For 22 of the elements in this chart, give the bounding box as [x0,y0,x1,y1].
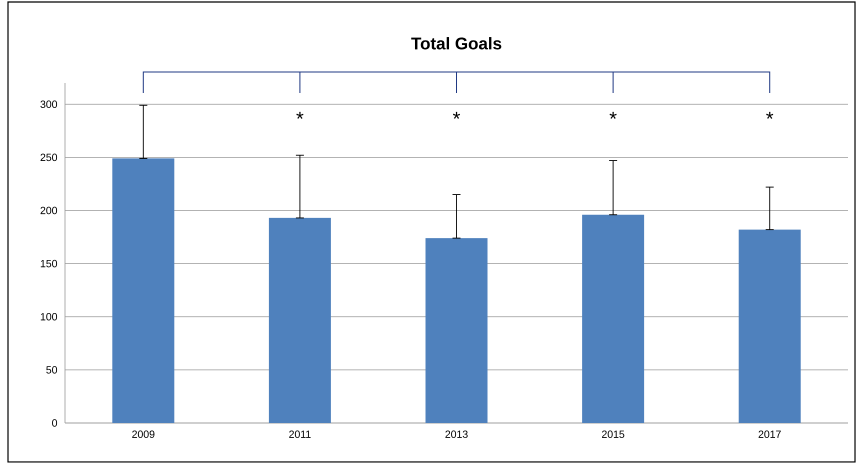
x-tick-label: 2017 [758,430,781,438]
y-tick-label: 250 [40,154,58,162]
x-tick-label: 2013 [445,430,468,438]
annotation: * [452,112,460,120]
x-tick-label: 2009 [132,430,154,438]
y-tick-label: 50 [46,366,58,374]
y-tick-label: 100 [40,313,58,321]
chart-title: Total Goals [411,37,502,50]
y-tick-label: 200 [40,206,58,214]
annotation: * [296,112,304,120]
x-tick-label: 2015 [602,430,624,438]
y-tick-label: 150 [40,260,58,268]
y-tick-label: 0 [52,420,58,427]
bar [738,230,801,424]
bar [112,158,174,424]
bar [582,214,644,424]
x-tick-label: 2011 [289,430,311,438]
annotation: * [610,112,617,120]
y-tick-label: 300 [40,100,58,108]
bar [268,218,331,424]
annotation: * [766,112,774,120]
bar [426,238,488,424]
